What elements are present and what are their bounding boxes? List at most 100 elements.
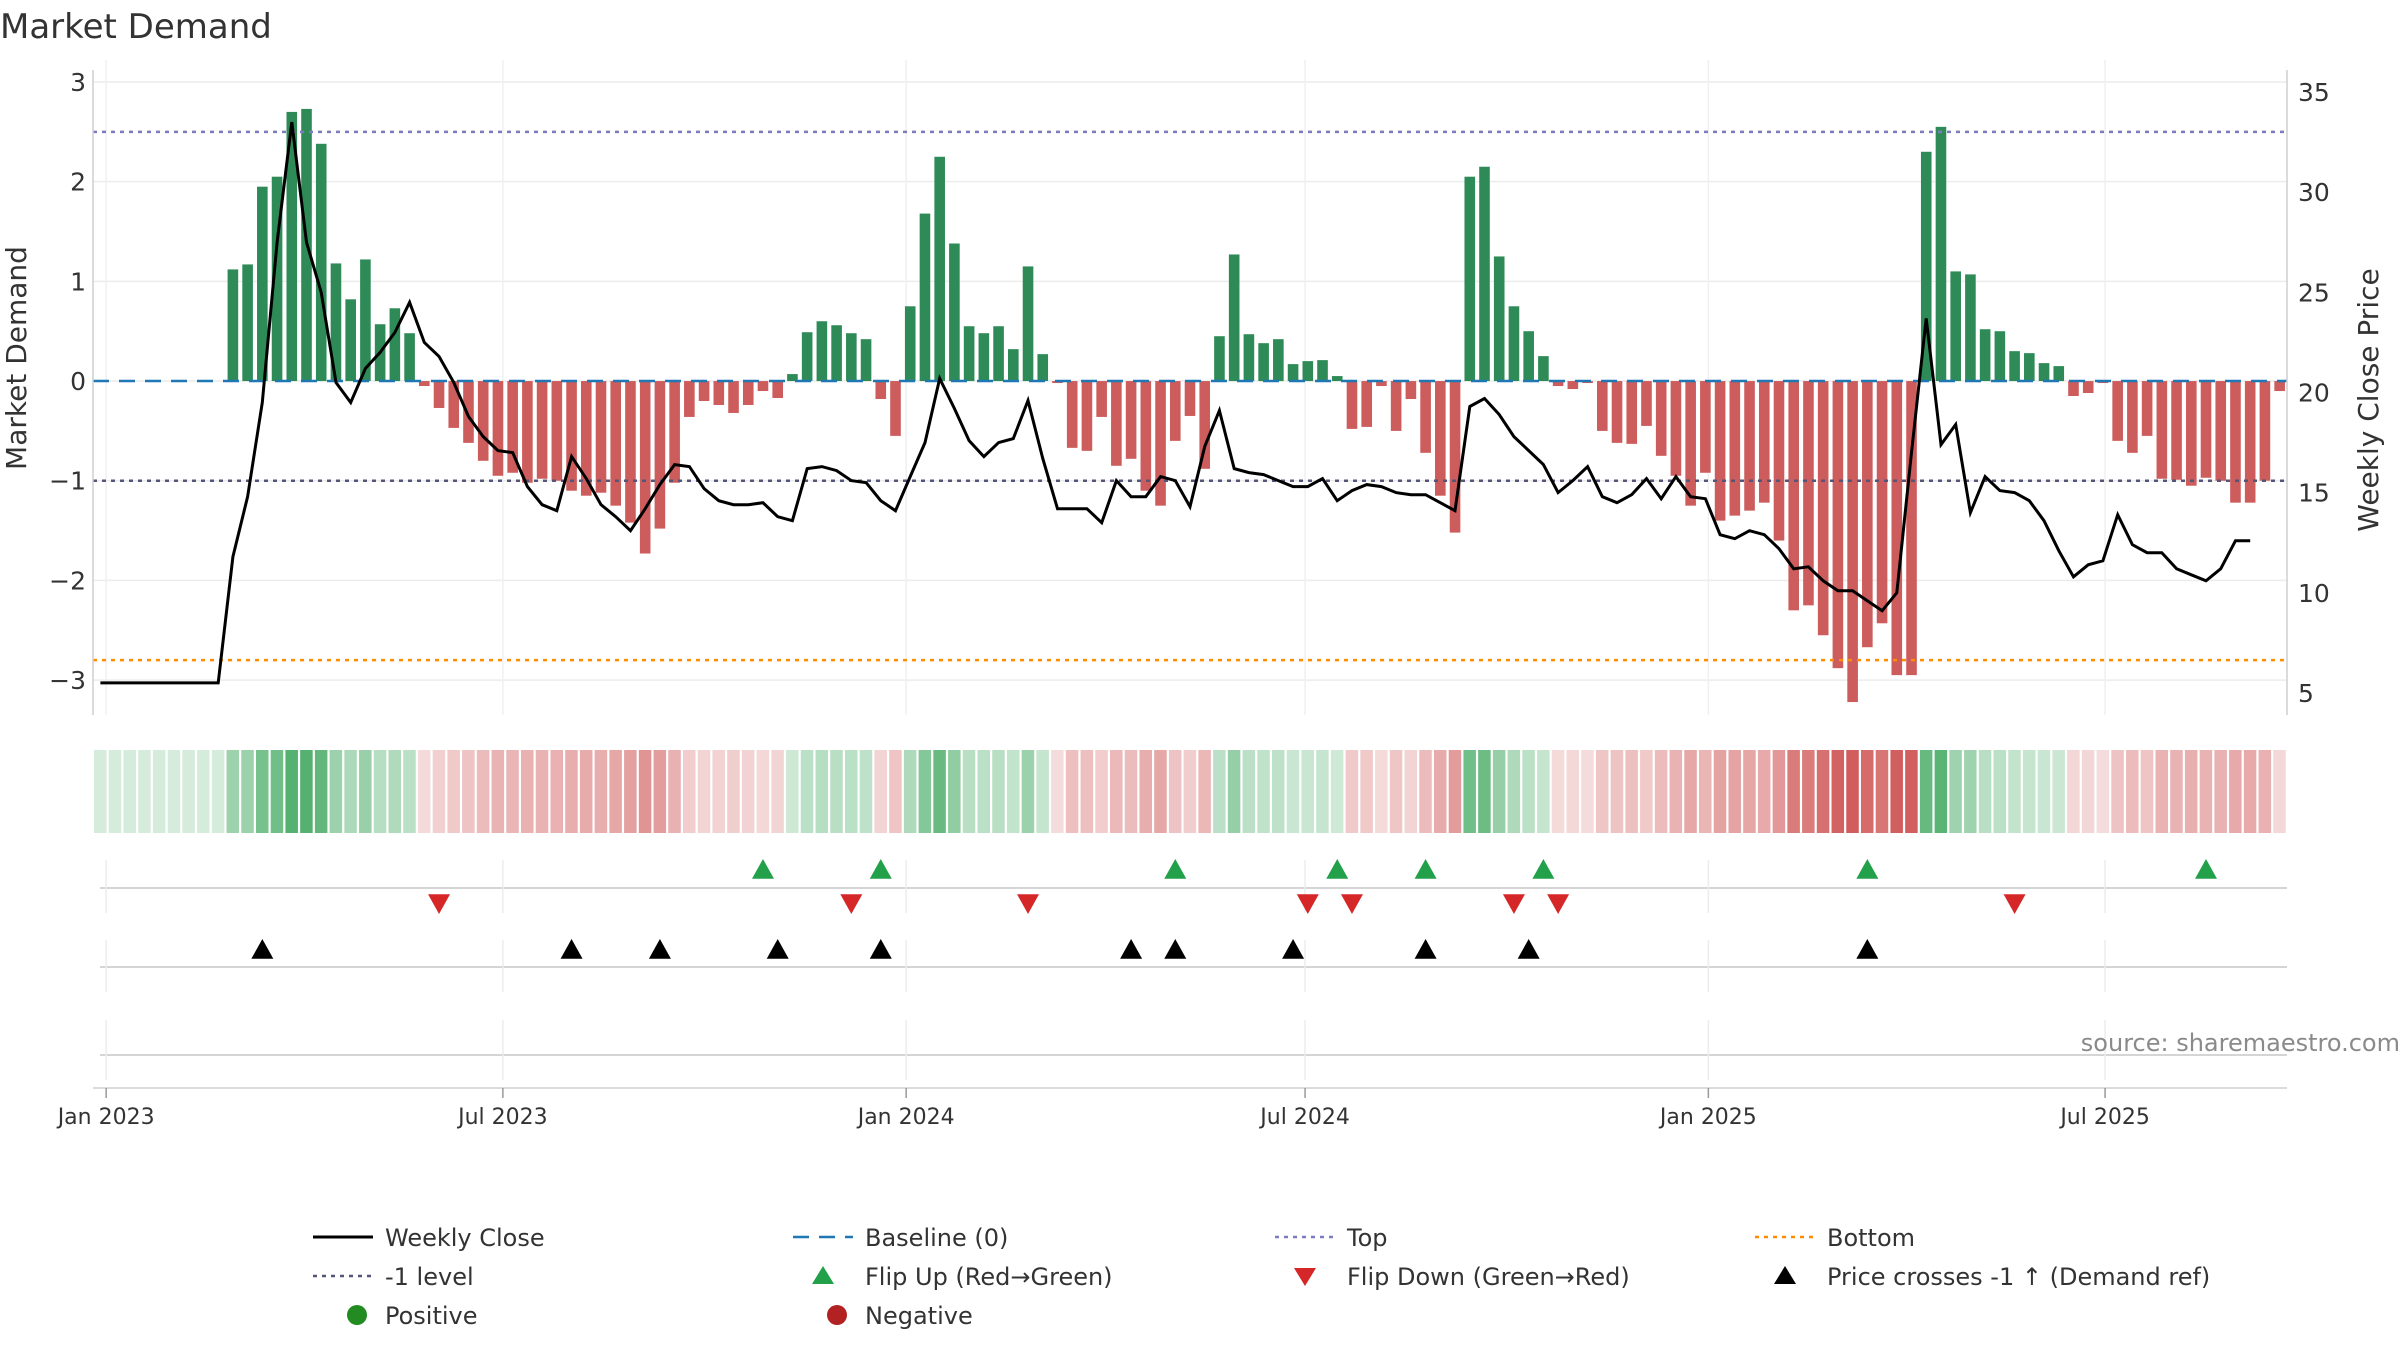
- flip-down-marker: [1017, 894, 1040, 914]
- demand-bar: [713, 381, 725, 405]
- demand-bar: [1479, 166, 1490, 382]
- heat-cell: [1934, 750, 1948, 833]
- demand-bar: [1037, 354, 1049, 382]
- heat-cell: [609, 750, 622, 833]
- flip-down-marker: [428, 894, 451, 914]
- demand-bar: [1523, 331, 1534, 382]
- demand-bar: [315, 143, 327, 382]
- flip-down-marker: [2003, 894, 2026, 914]
- x-tick-label: Jul 2023: [456, 1105, 548, 1130]
- heat-cell: [1095, 750, 1108, 833]
- heat-cell: [344, 750, 357, 833]
- demand-bar: [846, 333, 857, 382]
- heat-cell: [1448, 750, 1462, 833]
- heat-cell: [1110, 750, 1123, 833]
- legend-label: Flip Down (Green→Red): [1347, 1263, 1630, 1291]
- heat-cell: [1757, 750, 1771, 833]
- heat-cell: [1006, 750, 1020, 833]
- heat-cell: [1654, 750, 1668, 833]
- flip-down-marker: [1547, 894, 1570, 914]
- demand-bar: [2244, 381, 2256, 503]
- right-tick-label: 25: [2298, 278, 2330, 307]
- demand-bar: [1273, 339, 1284, 382]
- demand-heat-strip: [94, 750, 2286, 833]
- heat-cell: [1919, 750, 1933, 833]
- demand-bar: [1714, 381, 1726, 521]
- demand-bar: [1214, 336, 1225, 382]
- heat-cell: [1271, 750, 1285, 833]
- demand-bar: [1965, 274, 1976, 382]
- left-tick-label: 2: [70, 168, 86, 197]
- grid-lines: [93, 60, 2287, 715]
- demand-bar: [1435, 381, 1446, 496]
- heat-cell: [1242, 750, 1256, 833]
- weekly-close-line: [100, 121, 2251, 685]
- legend-label: Flip Up (Red→Green): [865, 1263, 1113, 1291]
- demand-bar: [1979, 329, 1991, 382]
- heat-cell: [211, 750, 225, 833]
- heat-cell: [697, 750, 711, 833]
- heat-cell: [948, 750, 961, 833]
- heat-cell: [1581, 750, 1594, 833]
- heat-cell: [1198, 750, 1211, 833]
- legend-item-minus-one: -1 level: [313, 1263, 474, 1291]
- demand-bar: [1169, 381, 1181, 441]
- heat-cell: [918, 750, 932, 833]
- heat-cell: [1875, 750, 1889, 833]
- demand-bar: [2038, 363, 2050, 382]
- legend-label: Price crosses -1 ↑ (Demand ref): [1827, 1263, 2210, 1291]
- heat-cell: [1389, 750, 1403, 833]
- heat-cell: [1330, 750, 1344, 833]
- demand-bar: [1346, 381, 1358, 429]
- heat-cell: [2199, 750, 2213, 833]
- demand-bar: [2215, 381, 2227, 481]
- left-axis-label: Market Demand: [0, 246, 33, 470]
- demand-bar: [1184, 381, 1196, 416]
- demand-bar: [934, 156, 945, 382]
- flip-down-marker: [1340, 894, 1363, 914]
- demand-bar: [1891, 381, 1903, 676]
- demand-bar: [2024, 353, 2035, 382]
- demand-bar: [1538, 356, 1549, 382]
- demand-bar: [978, 333, 990, 382]
- heat-cell: [1051, 750, 1064, 833]
- heat-cell: [182, 750, 195, 833]
- heat-cell: [550, 750, 563, 833]
- demand-bar: [1390, 381, 1402, 431]
- price-cross-marker: [766, 939, 789, 959]
- legend-swatch: [827, 1305, 847, 1325]
- demand-bar: [1906, 381, 1917, 676]
- price-cross-marker: [1120, 939, 1143, 959]
- heat-cell: [624, 750, 637, 833]
- heat-cell: [152, 750, 166, 833]
- event-lanes: [100, 859, 2287, 1080]
- flip-down-marker: [840, 894, 863, 914]
- right-tick-label: 15: [2298, 479, 2330, 508]
- x-tick-label: Jan 2025: [1658, 1105, 1757, 1130]
- heat-cell: [1301, 750, 1314, 833]
- left-tick-label: 1: [70, 267, 86, 296]
- heat-cell: [2008, 750, 2021, 833]
- heat-cell: [506, 750, 519, 833]
- source-attribution: source: sharemaestro.com: [2081, 1029, 2400, 1057]
- demand-bar: [1155, 381, 1166, 506]
- demand-bar: [433, 381, 445, 408]
- heat-cell: [1625, 750, 1638, 833]
- heat-cell: [270, 750, 284, 833]
- demand-bar: [1950, 271, 1961, 382]
- heat-cell: [1860, 750, 1874, 833]
- demand-bar: [1552, 381, 1564, 387]
- heat-cell: [977, 750, 991, 833]
- demand-bar: [551, 381, 563, 481]
- heat-cell: [226, 750, 240, 833]
- heat-cell: [1728, 750, 1741, 833]
- demand-bar: [2112, 381, 2123, 441]
- demand-bar: [1302, 361, 1314, 382]
- demand-bar: [1685, 381, 1696, 506]
- heat-cell: [285, 750, 298, 833]
- right-axis-label: Weekly Close Price: [2352, 268, 2385, 531]
- demand-bar: [890, 381, 901, 436]
- left-tick-label: −1: [49, 467, 86, 496]
- heat-cell: [1360, 750, 1373, 833]
- demand-bar: [2259, 381, 2271, 481]
